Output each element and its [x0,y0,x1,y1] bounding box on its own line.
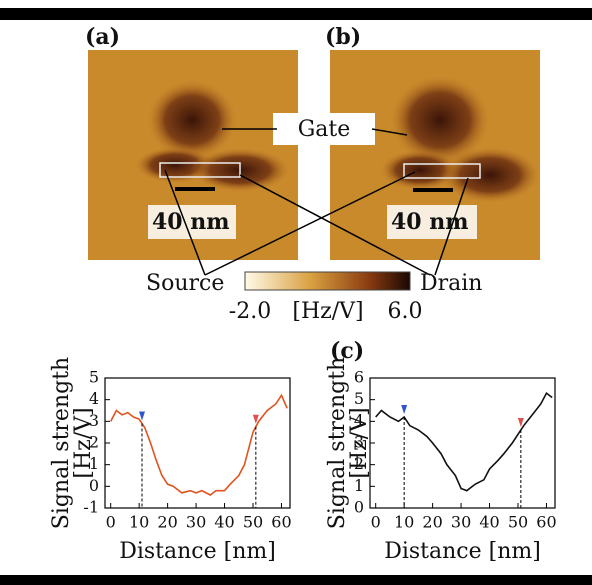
x-tick-label: 40 [479,513,499,532]
x-tick-label: 60 [271,513,291,532]
source-label: Source [146,271,224,296]
scale-label: 40 nm [391,209,469,235]
y-tick-label: 5 [89,368,99,387]
colorbar [244,271,411,291]
y-axis-label: [Hz/V] [71,407,96,478]
marker [517,418,524,427]
top-bar [0,8,592,20]
x-tick-label: 0 [106,513,116,532]
x-tick-label: 50 [243,513,263,532]
colorbar-tick-label: 6.0 [388,299,423,324]
y-tick-label: 0 [354,498,364,517]
image-b [330,50,540,260]
y-tick-label: 4 [354,411,364,430]
x-tick-label: 50 [508,513,528,532]
y-tick-label: 2 [89,433,99,452]
y-tick-label: 3 [354,433,364,452]
y-tick-label: 4 [89,389,99,408]
y-tick-label: -1 [83,498,99,517]
marker [139,411,145,421]
gate-label: Gate [298,117,351,142]
x-tick-label: 60 [536,513,556,532]
x-tick-label: 40 [214,513,234,532]
y-tick-label: 5 [354,389,364,408]
colorbar-tick-label: -2.0 [229,299,271,324]
data-line [109,393,288,496]
x-axis-label: Distance [nm] [384,539,541,564]
bottom-bar [0,575,592,585]
drain-label: Drain [420,271,482,296]
x-tick-label: 10 [129,513,149,532]
y-tick-label: 3 [89,411,99,430]
y-tick-label: 6 [354,368,364,387]
scale-label: 40 nm [152,209,230,235]
panel-label: (a) [85,24,120,50]
colorbar-label: [Hz/V] [292,299,363,324]
y-tick-label: 0 [89,476,99,495]
plot-frame [104,377,291,509]
y-tick-label: 2 [354,454,364,473]
x-axis-label: Distance [nm] [119,539,276,564]
panel-label: (b) [325,24,361,50]
y-axis-label: Signal strength [49,357,74,529]
marker [252,414,259,424]
y-axis-label: Signal strength [325,357,350,529]
x-tick-label: 20 [422,513,442,532]
gate-box [273,113,375,145]
marker [401,405,408,414]
y-axis-label: [Hz/V] [347,407,372,478]
x-tick-label: 30 [186,513,206,532]
panel-label: (c) [330,338,364,364]
data-line [375,391,553,492]
pointer-lines [164,128,469,276]
x-tick-label: 30 [451,513,471,532]
x-tick-label: 10 [394,513,414,532]
y-tick-label: 1 [89,454,99,473]
image-a [88,50,298,260]
x-tick-label: 20 [157,513,177,532]
x-tick-label: 0 [371,513,381,532]
y-tick-label: 1 [354,476,364,495]
